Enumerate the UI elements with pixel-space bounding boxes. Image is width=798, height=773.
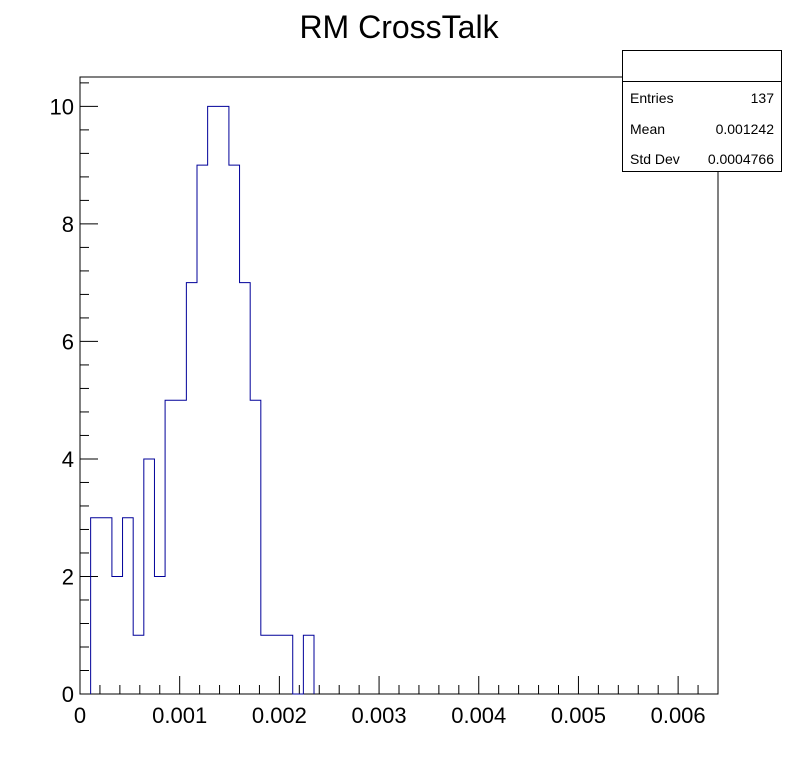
stats-header [623,51,781,82]
stats-mean-row: Mean 0.001242 [630,119,774,139]
stats-mean-label: Mean [630,121,666,137]
stats-entries-label: Entries [630,90,674,106]
y-tick-label: 8 [62,212,74,237]
x-tick-label: 0.005 [551,703,606,728]
x-tick-label: 0.002 [252,703,307,728]
y-tick-label: 0 [62,682,74,707]
stats-std-row: Std Dev 0.0004766 [630,149,774,169]
stats-std-value: 0.0004766 [707,151,774,167]
x-tick-label: 0.003 [352,703,407,728]
y-tick-label: 2 [62,564,74,589]
stats-std-label: Std Dev [630,151,680,167]
y-tick-label: 6 [62,329,74,354]
y-tick-label: 10 [50,94,74,119]
stats-mean-value: 0.001242 [715,121,774,137]
x-tick-label: 0.004 [451,703,506,728]
chart-title: RM CrossTalk [299,9,499,45]
stats-entries-row: Entries 137 [630,88,774,108]
stats-entries-value: 137 [750,90,774,106]
x-tick-label: 0.006 [651,703,706,728]
y-tick-label: 4 [62,447,74,472]
x-tick-label: 0.001 [152,703,207,728]
stats-box: Entries 137 Mean 0.001242 Std Dev 0.0004… [622,50,782,172]
x-tick-label: 0 [74,703,86,728]
histogram-line [90,105,315,695]
